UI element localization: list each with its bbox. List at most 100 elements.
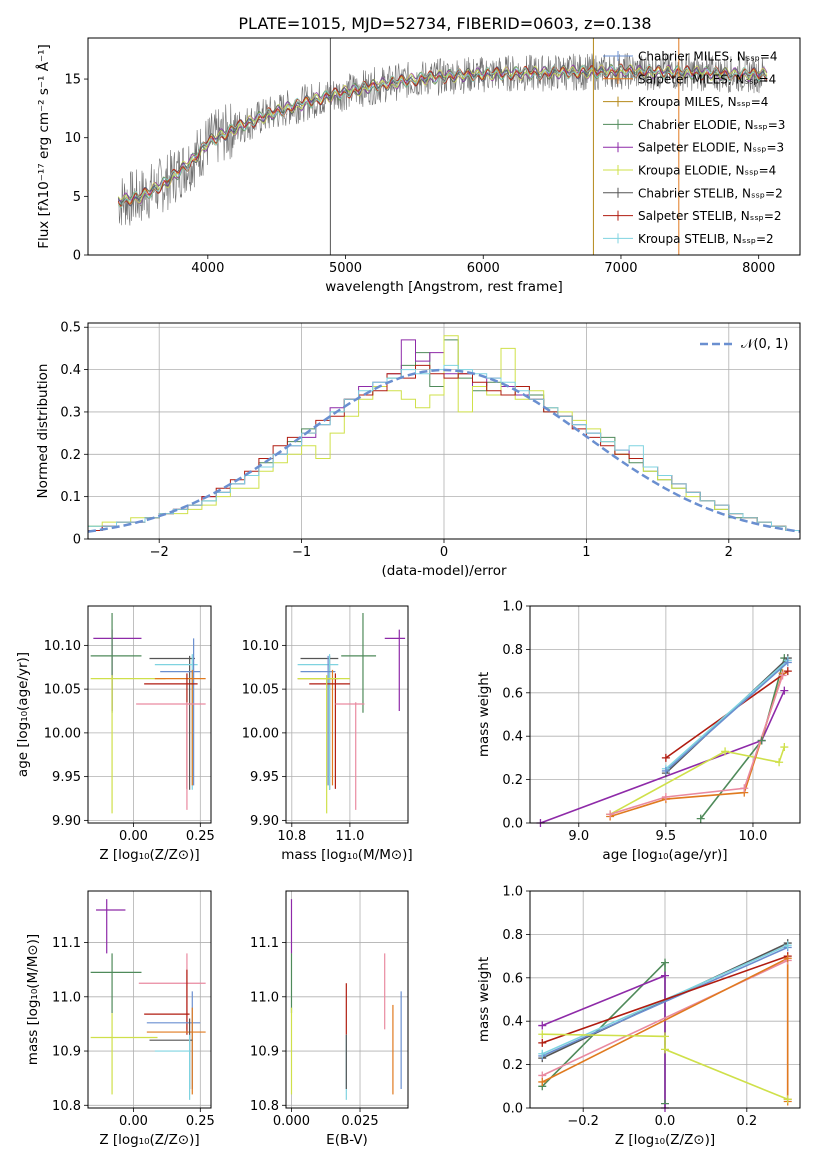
weight-marker xyxy=(740,784,749,793)
weight-line xyxy=(609,746,786,816)
y-tick-label: 10.05 xyxy=(44,683,81,698)
x-axis-label: mass [log₁₀(M/M⊙)] xyxy=(281,847,412,863)
axes-frame xyxy=(285,890,409,1109)
y-tick-label: 10 xyxy=(64,131,81,146)
x-tick-label: 6000 xyxy=(467,261,500,276)
weight-line xyxy=(541,974,666,1108)
y-tick-label: 0.2 xyxy=(502,773,523,788)
figure-title: PLATE=1015, MJD=52734, FIBERID=0603, z=0… xyxy=(238,14,651,33)
x-tick-label: 0.00 xyxy=(119,829,148,844)
plot-area xyxy=(117,38,768,255)
y-tick-label: 10.10 xyxy=(44,639,81,654)
x-tick-label: 10.8 xyxy=(277,829,306,844)
axes-frame xyxy=(87,605,212,824)
y-tick-label: 0.6 xyxy=(502,686,523,701)
y-axis-label: Flux [fλ10⁻¹⁷ erg cm⁻² s⁻¹ Å⁻¹] xyxy=(35,44,52,249)
weight-marker xyxy=(661,958,669,967)
x-axis-label: wavelength [Angstrom, rest frame] xyxy=(325,279,563,295)
y-tick-label: 10.05 xyxy=(242,683,279,698)
plot-area xyxy=(286,606,408,823)
x-axis-label: Z [log₁₀(Z/Z⊙)] xyxy=(99,1132,199,1148)
legend-label: Salpeter MILES, Nₛₛₚ=4 xyxy=(638,72,776,86)
weight-marker xyxy=(661,971,669,980)
legend-label: Salpeter ELODIE, Nₛₛₚ=3 xyxy=(638,141,784,155)
plot-area xyxy=(286,891,408,1108)
y-tick-label: 11.0 xyxy=(250,990,279,1005)
y-tick-label: 10.10 xyxy=(242,639,279,654)
y-tick-label: 0 xyxy=(73,533,81,548)
weight-marker xyxy=(661,1045,669,1054)
axes-frame xyxy=(285,605,409,824)
weight-marker xyxy=(780,743,789,752)
x-tick-label: 10.0 xyxy=(738,829,767,844)
x-axis-label: E(B-V) xyxy=(326,1132,368,1148)
weight-marker xyxy=(538,1077,547,1086)
y-tick-label: 0.6 xyxy=(502,971,523,986)
y-tick-label: 0.8 xyxy=(502,928,523,943)
x-tick-label: 11.0 xyxy=(335,829,364,844)
weight-line xyxy=(542,1033,789,1101)
weight-marker xyxy=(775,758,784,767)
panel-mass-vs-ebv: 0.000 0.025 10.8 10.9 11.0 11.1 E(B-V) xyxy=(250,890,409,1148)
weight-marker xyxy=(538,1021,547,1030)
panel-spectrum: 4000 5000 6000 7000 8000 0 5 10 15 Chabrier MILES… xyxy=(35,37,801,295)
x-tick-label: 0.000 xyxy=(273,1114,310,1129)
x-axis-label: Z [log₁₀(Z/Z⊙)] xyxy=(99,847,199,863)
panel-weight-vs-Z: −0.2 0.0 0.2 0.0 0.2 0.4 0.6 0.8 1.0 Z [log₁₀(Z/Z… xyxy=(476,885,801,1148)
plot-area xyxy=(88,323,800,539)
x-tick-label: 5000 xyxy=(329,261,362,276)
weight-marker xyxy=(721,747,730,756)
y-axis-label: Normed distribution xyxy=(35,364,51,499)
panel-residuals: −2 −1 0 1 2 0 0.1 0.2 0.3 0.4 0.5 𝒩(0, 1) (data-mode… xyxy=(35,321,801,579)
weight-line xyxy=(540,690,786,823)
x-axis-label: (data-model)/error xyxy=(381,563,507,579)
x-tick-label: −0.2 xyxy=(567,1114,599,1129)
y-axis-label: mass [log₁₀(M/M⊙)] xyxy=(25,934,41,1065)
x-axis-label: Z [log₁₀(Z/Z⊙)] xyxy=(615,1132,715,1148)
y-tick-label: 1.0 xyxy=(502,600,523,615)
y-tick-label: 10.9 xyxy=(52,1045,81,1060)
spectrum-model-line xyxy=(117,64,768,207)
y-tick-label: 0.3 xyxy=(60,405,81,420)
y-tick-label: 0.0 xyxy=(502,817,523,832)
y-tick-label: 10.8 xyxy=(52,1099,81,1114)
weight-marker xyxy=(538,1038,547,1047)
y-tick-label: 10.00 xyxy=(242,726,279,741)
x-tick-label: 0 xyxy=(440,545,448,560)
spectrum-data-line xyxy=(118,53,767,226)
y-tick-label: 15 xyxy=(64,73,81,88)
weight-line xyxy=(665,659,789,770)
axes-frame xyxy=(529,890,801,1109)
x-tick-label: −1 xyxy=(292,545,311,560)
weight-line xyxy=(541,946,789,1057)
panel-age-vs-Z: 0.00 0.25 9.90 9.95 10.00 10.05 10.10 Z [log₁₀(… xyxy=(15,605,215,863)
y-tick-label: 0.0 xyxy=(502,1102,523,1117)
weight-line xyxy=(542,955,788,1044)
plot-area xyxy=(530,606,800,823)
spectrum-model-line xyxy=(117,64,768,209)
weight-marker xyxy=(661,753,670,762)
histogram-step xyxy=(88,364,800,539)
x-tick-label: −2 xyxy=(150,545,169,560)
y-tick-label: 11.1 xyxy=(250,936,279,951)
y-tick-label: 0.2 xyxy=(502,1058,523,1073)
y-tick-label: 0.8 xyxy=(502,643,523,658)
weight-marker xyxy=(757,736,766,745)
axes-frame xyxy=(87,890,212,1109)
axes-frame xyxy=(529,605,801,824)
legend-label: Kroupa STELIB, Nₛₛₚ=2 xyxy=(638,232,774,246)
weight-marker xyxy=(783,941,792,950)
weight-marker xyxy=(538,1030,547,1039)
weight-marker xyxy=(778,671,787,680)
weight-line xyxy=(665,661,789,772)
weight-marker xyxy=(661,792,670,801)
legend-label: Chabrier ELODIE, Nₛₛₚ=3 xyxy=(638,118,785,132)
panel-mass-vs-Z: 0.00 0.25 10.8 10.9 11.0 11.1 Z [log₁₀(Z/Z⊙)] m… xyxy=(25,890,215,1148)
x-tick-label: 9.5 xyxy=(656,829,677,844)
y-tick-label: 1.0 xyxy=(502,885,523,900)
legend-label: Salpeter STELIB, Nₛₛₚ=2 xyxy=(638,209,782,223)
panel-age-vs-mass: 10.8 11.0 9.90 9.95 10.00 10.05 10.10 mass [log… xyxy=(242,605,413,863)
x-tick-label: 0.25 xyxy=(186,829,215,844)
